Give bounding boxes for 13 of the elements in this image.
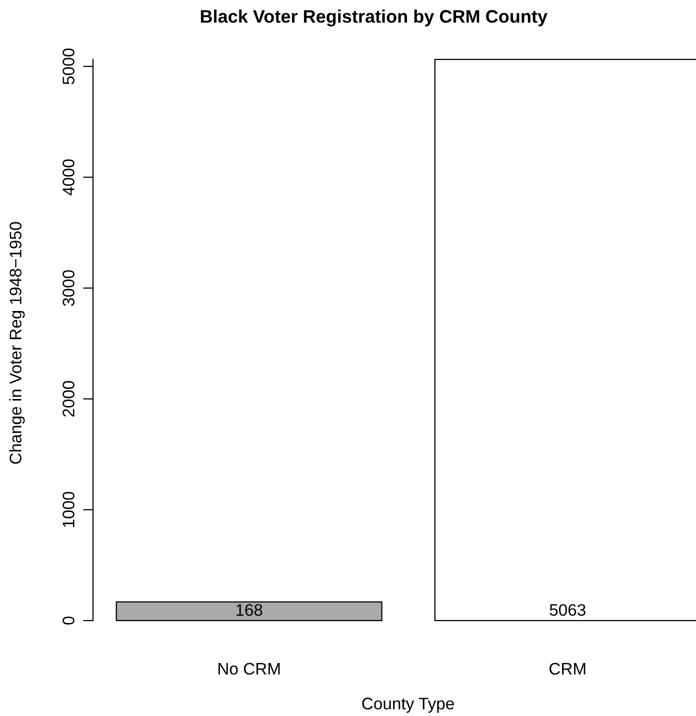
data-label: 168 bbox=[236, 604, 262, 616]
y-tick-label: 4000 bbox=[62, 159, 74, 196]
y-tick-label: 2000 bbox=[62, 381, 74, 417]
x-axis-title: County Type bbox=[362, 698, 454, 713]
y-tick-label: 1000 bbox=[62, 492, 74, 527]
x-tick-label: CRM bbox=[549, 662, 586, 675]
y-tick-label: 3000 bbox=[62, 270, 74, 306]
data-label: 5063 bbox=[550, 604, 586, 616]
x-tick-label: No CRM bbox=[218, 662, 280, 675]
y-axis-title: Change in Voter Reg 1948−1950 bbox=[9, 222, 25, 464]
chart-title: Black Voter Registration by CRM County bbox=[200, 10, 548, 26]
y-tick-label: 5000 bbox=[62, 48, 74, 84]
y-tick-label: 0 bbox=[62, 616, 74, 625]
